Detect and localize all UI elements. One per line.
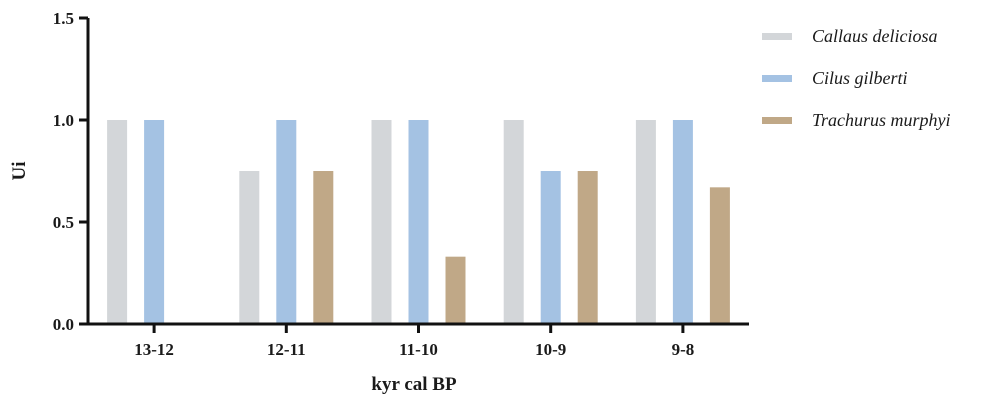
bar: [144, 120, 165, 324]
y-tick-label: 1.5: [53, 9, 74, 28]
bar: [445, 256, 466, 324]
x-tick-label: 13-12: [134, 340, 174, 359]
bar: [239, 171, 260, 324]
x-tick-label: 10-9: [535, 340, 566, 359]
bar: [313, 171, 334, 324]
bar: [709, 187, 730, 324]
x-ticks-group: 13-12 12-11 11-10 10-9 9-8: [134, 324, 694, 359]
y-ticks-group: 0.0 0.5 1.0 1.5: [53, 9, 88, 334]
bar: [577, 171, 598, 324]
bar: [672, 120, 693, 324]
legend-swatch: [762, 117, 792, 124]
x-tick-label: 9-8: [672, 340, 695, 359]
bar: [635, 120, 656, 324]
legend-swatch: [762, 75, 792, 82]
bar: [408, 120, 429, 324]
legend-swatch: [762, 33, 792, 40]
x-tick-label: 12-11: [267, 340, 306, 359]
y-tick-label: 0.5: [53, 213, 74, 232]
x-tick-label: 11-10: [399, 340, 438, 359]
x-axis-title: kyr cal BP: [371, 374, 457, 395]
y-tick-label: 0.0: [53, 315, 74, 334]
bar: [503, 120, 524, 324]
bar: [540, 171, 561, 324]
bar: [371, 120, 392, 324]
legend: Callaus deliciosa Cilus gilberti Trachurus…: [762, 26, 951, 130]
legend-label: Trachurus murphyi: [812, 110, 951, 130]
bar: [107, 120, 128, 324]
bars-group: [107, 120, 730, 324]
bar: [276, 120, 297, 324]
legend-label: Callaus deliciosa: [812, 26, 938, 46]
y-axis-title: Ui: [9, 162, 30, 181]
y-tick-label: 1.0: [53, 111, 74, 130]
legend-label: Cilus gilberti: [812, 68, 908, 88]
